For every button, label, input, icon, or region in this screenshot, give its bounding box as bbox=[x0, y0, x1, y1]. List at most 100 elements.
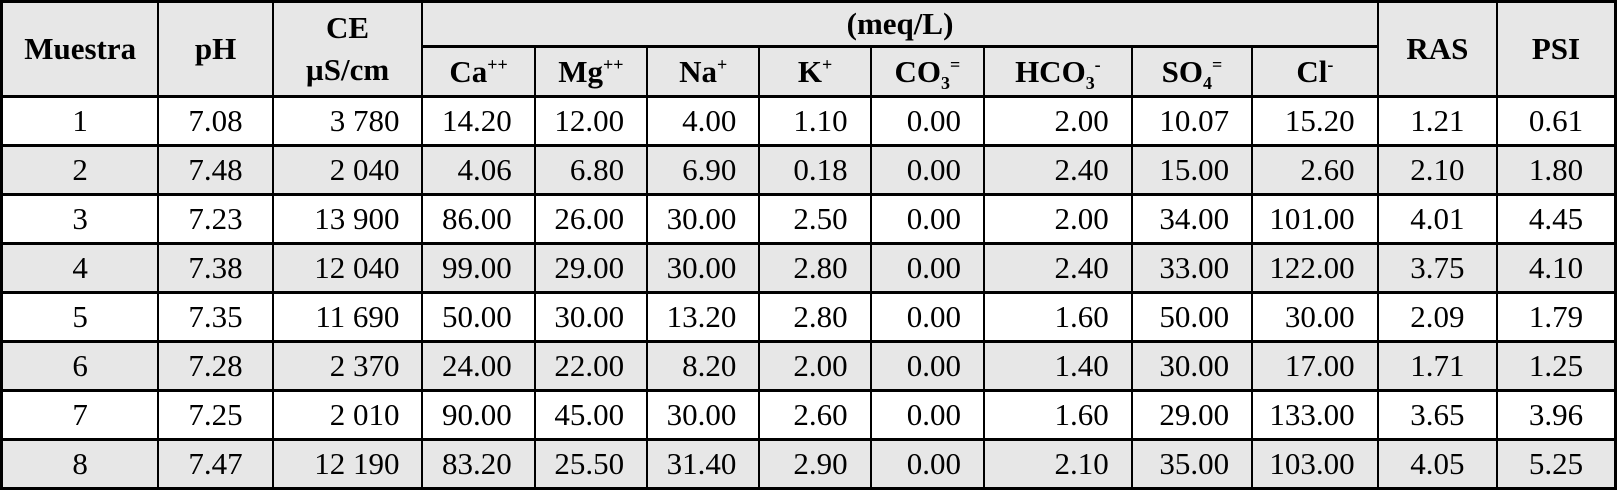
cell-k: 1.10 bbox=[758, 95, 872, 147]
cell-ph: 7.48 bbox=[157, 144, 274, 196]
cell-co3: 0.00 bbox=[869, 438, 986, 490]
cell-ca: 24.00 bbox=[421, 340, 536, 392]
cell-ras: 1.71 bbox=[1376, 340, 1499, 392]
cell-so4: 33.00 bbox=[1130, 242, 1254, 294]
cell-ca: 14.20 bbox=[421, 95, 536, 147]
cell-psi: 1.80 bbox=[1496, 144, 1617, 196]
cell-so4: 35.00 bbox=[1130, 438, 1254, 490]
cell-hco3: 1.40 bbox=[983, 340, 1133, 392]
cell-muestra: 3 bbox=[0, 193, 160, 245]
ion-header-cl: Cl- bbox=[1251, 45, 1379, 98]
cell-psi: 3.96 bbox=[1496, 389, 1617, 441]
cell-ph: 7.08 bbox=[157, 95, 274, 147]
cell-mg: 25.50 bbox=[533, 438, 649, 490]
cell-psi: 4.10 bbox=[1496, 242, 1617, 294]
table-row-7: 7 7.25 2 010 90.00 45.00 30.00 2.60 0.00 1.60 29.… bbox=[0, 389, 1617, 441]
cell-ph: 7.25 bbox=[157, 389, 274, 441]
cell-psi: 5.25 bbox=[1496, 438, 1617, 490]
cell-hco3: 1.60 bbox=[983, 291, 1133, 343]
cell-ph: 7.23 bbox=[157, 193, 274, 245]
cell-ca: 86.00 bbox=[421, 193, 536, 245]
table-row-1: 1 7.08 3 780 14.20 12.00 4.00 1.10 0.00 2.00 10.0… bbox=[0, 95, 1617, 147]
cell-hco3: 2.00 bbox=[983, 193, 1133, 245]
cell-co3: 0.00 bbox=[869, 291, 986, 343]
cell-k: 2.80 bbox=[758, 242, 872, 294]
header-row-top: Muestra pH CE µS/cm (meq/L) RAS PSI bbox=[0, 0, 1617, 98]
cell-psi: 4.45 bbox=[1496, 193, 1617, 245]
cell-ph: 7.28 bbox=[157, 340, 274, 392]
cell-ras: 4.05 bbox=[1376, 438, 1499, 490]
cell-k: 2.80 bbox=[758, 291, 872, 343]
col-header-ph: pH bbox=[157, 0, 274, 98]
cell-psi: 1.25 bbox=[1496, 340, 1617, 392]
cell-ca: 4.06 bbox=[421, 144, 536, 196]
cell-ce: 13 900 bbox=[271, 193, 424, 245]
cell-mg: 22.00 bbox=[533, 340, 649, 392]
table-row-4: 4 7.38 12 040 99.00 29.00 30.00 2.80 0.00 2.40 33… bbox=[0, 242, 1617, 294]
cell-ca: 99.00 bbox=[421, 242, 536, 294]
cell-na: 30.00 bbox=[646, 193, 761, 245]
cell-hco3: 2.40 bbox=[983, 242, 1133, 294]
cell-muestra: 6 bbox=[0, 340, 160, 392]
ce-label: CE bbox=[326, 10, 370, 46]
cell-mg: 12.00 bbox=[533, 95, 649, 147]
cell-ce: 3 780 bbox=[271, 95, 424, 147]
col-header-ce: CE µS/cm bbox=[271, 0, 424, 98]
cell-muestra: 4 bbox=[0, 242, 160, 294]
cell-so4: 15.00 bbox=[1130, 144, 1254, 196]
cell-ras: 1.21 bbox=[1376, 95, 1499, 147]
cell-na: 8.20 bbox=[646, 340, 761, 392]
cell-ce: 2 040 bbox=[271, 144, 424, 196]
cell-k: 2.60 bbox=[758, 389, 872, 441]
cell-ce: 12 190 bbox=[271, 438, 424, 490]
cell-ce: 2 010 bbox=[271, 389, 424, 441]
cell-muestra: 7 bbox=[0, 389, 160, 441]
cell-k: 2.50 bbox=[758, 193, 872, 245]
ion-header-na: Na+ bbox=[646, 45, 761, 98]
cell-so4: 30.00 bbox=[1130, 340, 1254, 392]
cell-ca: 50.00 bbox=[421, 291, 536, 343]
ion-header-k: K+ bbox=[758, 45, 872, 98]
table-row-8: 8 7.47 12 190 83.20 25.50 31.40 2.90 0.00 2.10 35… bbox=[0, 438, 1617, 490]
cell-mg: 45.00 bbox=[533, 389, 649, 441]
cell-hco3: 2.10 bbox=[983, 438, 1133, 490]
cell-mg: 26.00 bbox=[533, 193, 649, 245]
cell-cl: 103.00 bbox=[1251, 438, 1379, 490]
ion-header-co3: CO3= bbox=[869, 45, 986, 98]
cell-na: 30.00 bbox=[646, 389, 761, 441]
cell-muestra: 1 bbox=[0, 95, 160, 147]
cell-mg: 30.00 bbox=[533, 291, 649, 343]
cell-ph: 7.38 bbox=[157, 242, 274, 294]
table-row-3: 3 7.23 13 900 86.00 26.00 30.00 2.50 0.00 2.00 34… bbox=[0, 193, 1617, 245]
table-body: 1 7.08 3 780 14.20 12.00 4.00 1.10 0.00 2.00 10.0… bbox=[0, 95, 1617, 490]
cell-na: 6.90 bbox=[646, 144, 761, 196]
cell-muestra: 8 bbox=[0, 438, 160, 490]
col-header-psi: PSI bbox=[1496, 0, 1617, 98]
cell-ce: 12 040 bbox=[271, 242, 424, 294]
table-row-5: 5 7.35 11 690 50.00 30.00 13.20 2.80 0.00 1.60 50… bbox=[0, 291, 1617, 343]
cell-ras: 3.65 bbox=[1376, 389, 1499, 441]
cell-cl: 17.00 bbox=[1251, 340, 1379, 392]
cell-mg: 29.00 bbox=[533, 242, 649, 294]
cell-so4: 50.00 bbox=[1130, 291, 1254, 343]
cell-ras: 2.09 bbox=[1376, 291, 1499, 343]
cell-ras: 3.75 bbox=[1376, 242, 1499, 294]
cell-ph: 7.47 bbox=[157, 438, 274, 490]
col-header-muestra: Muestra bbox=[0, 0, 160, 98]
cell-psi: 1.79 bbox=[1496, 291, 1617, 343]
cell-co3: 0.00 bbox=[869, 389, 986, 441]
cell-hco3: 1.60 bbox=[983, 389, 1133, 441]
cell-so4: 34.00 bbox=[1130, 193, 1254, 245]
cell-co3: 0.00 bbox=[869, 144, 986, 196]
cell-cl: 30.00 bbox=[1251, 291, 1379, 343]
cell-psi: 0.61 bbox=[1496, 95, 1617, 147]
ce-unit-label: µS/cm bbox=[305, 52, 390, 87]
ion-header-row: Ca++ Mg++ Na+ K+ CO3= HCO3- SO4= Cl- bbox=[2, 45, 1616, 98]
ion-header-mg: Mg++ bbox=[533, 45, 649, 98]
table-row-6: 6 7.28 2 370 24.00 22.00 8.20 2.00 0.00 1.40 30.0… bbox=[0, 340, 1617, 392]
cell-na: 13.20 bbox=[646, 291, 761, 343]
cell-ce: 11 690 bbox=[271, 291, 424, 343]
cell-cl: 2.60 bbox=[1251, 144, 1379, 196]
